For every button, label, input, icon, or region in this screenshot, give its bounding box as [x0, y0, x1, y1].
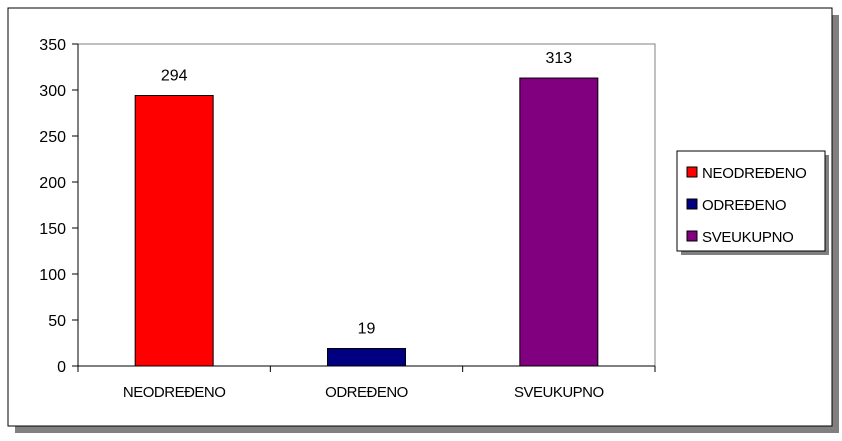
x-tick-label: SVEUKUPNO	[514, 384, 604, 401]
data-label-sveukupno: 313	[545, 50, 572, 67]
y-tick-label: 150	[39, 221, 66, 238]
legend-box	[676, 150, 826, 252]
data-label-neodredeno: 294	[161, 68, 188, 85]
legend-items: NEODREĐENO ODREĐENO SVEUKUPNO	[686, 165, 807, 246]
data-label-odredeno: 19	[358, 321, 376, 338]
bar-series	[134, 77, 599, 367]
bar-odredeno	[327, 348, 406, 367]
x-tick-label: ODREĐENO	[325, 384, 408, 401]
legend: NEODREĐENO ODREĐENO SVEUKUPNO	[676, 150, 829, 255]
y-tick-label: 350	[39, 37, 66, 54]
y-tick-label: 300	[39, 83, 66, 100]
y-tick-label: 0	[57, 359, 66, 376]
x-tick-label: NEODREĐENO	[123, 384, 226, 401]
y-tick-label: 200	[39, 175, 66, 192]
legend-label-sveukupno: SVEUKUPNO	[702, 229, 794, 246]
legend-swatch-neodredeno	[686, 166, 698, 178]
legend-label-odredeno: ODREĐENO	[702, 197, 786, 214]
y-axis: 0 50 100 150 200 250 300 350	[39, 37, 79, 376]
y-tick-label: 50	[48, 313, 66, 330]
legend-swatch-sveukupno	[686, 230, 698, 242]
bar-neodredeno	[134, 95, 214, 367]
data-labels: 294 19 313	[161, 50, 572, 337]
y-tick-label: 100	[39, 267, 66, 284]
legend-swatch-odredeno	[686, 198, 698, 210]
bar-sveukupno	[519, 77, 599, 367]
y-tick-label: 250	[39, 129, 66, 146]
legend-label-neodredeno: NEODREĐENO	[702, 165, 807, 182]
